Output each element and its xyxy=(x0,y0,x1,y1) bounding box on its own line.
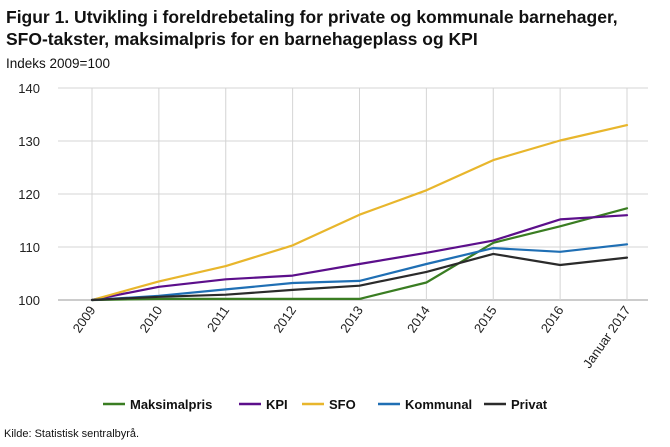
x-tick-label: 2016 xyxy=(538,303,567,335)
x-tick-label: 2012 xyxy=(270,303,299,335)
x-tick-label: Januar 2017 xyxy=(580,303,634,371)
x-tick-label: 2014 xyxy=(404,303,433,335)
legend-item-privat: Privat xyxy=(484,397,548,412)
y-axis-ticks: 100 110 120 130 140 xyxy=(18,81,40,308)
legend-label: Maksimalpris xyxy=(130,397,212,412)
x-tick-label: 2013 xyxy=(337,303,366,335)
legend-label: SFO xyxy=(329,397,356,412)
legend-label: Privat xyxy=(511,397,548,412)
series-lines xyxy=(90,123,629,302)
y-tick-label: 140 xyxy=(18,81,40,96)
chart-title: Figur 1. Utvikling i foreldrebetaling fo… xyxy=(6,7,618,49)
series-line-maksimalpris xyxy=(90,207,629,302)
legend: Maksimalpris KPI SFO Kommunal Privat xyxy=(103,397,548,412)
source-note: Kilde: Statistisk sentralbyrå. xyxy=(4,428,140,440)
legend-item-kpi: KPI xyxy=(239,397,288,412)
chart-subtitle: Indeks 2009=100 xyxy=(6,56,110,71)
y-tick-label: 110 xyxy=(19,240,40,255)
series-line-sfo xyxy=(90,123,629,302)
legend-label: KPI xyxy=(266,397,288,412)
legend-item-sfo: SFO xyxy=(302,397,356,412)
x-tick-label: 2009 xyxy=(70,303,99,335)
x-tick-label: 2015 xyxy=(471,303,500,335)
legend-label: Kommunal xyxy=(405,397,472,412)
y-tick-label: 130 xyxy=(18,134,40,149)
legend-item-kommunal: Kommunal xyxy=(378,397,472,412)
series-line-kommunal xyxy=(90,243,629,302)
grid xyxy=(58,87,648,301)
legend-item-maksimalpris: Maksimalpris xyxy=(103,397,212,412)
x-tick-label: 2011 xyxy=(204,303,232,335)
y-tick-label: 120 xyxy=(18,187,40,202)
x-tick-label: 2010 xyxy=(136,303,165,335)
x-axis-ticks: 2009 2010 2011 2012 2013 2014 2015 2016 Januar 2… xyxy=(70,303,634,371)
series-line-kpi xyxy=(90,214,629,302)
y-tick-label: 100 xyxy=(18,293,40,308)
series-line-privat xyxy=(90,252,629,302)
